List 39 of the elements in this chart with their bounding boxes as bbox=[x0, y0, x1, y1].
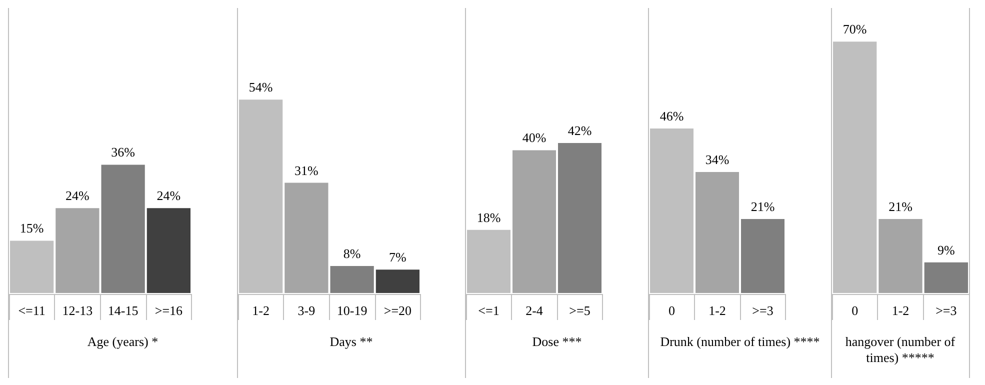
x-tick-label: >=5 bbox=[569, 303, 590, 318]
data-label: 31% bbox=[294, 162, 318, 178]
x-tick-label: 1-2 bbox=[892, 303, 910, 318]
data-label: 24% bbox=[156, 188, 181, 204]
x-tick-label: >=16 bbox=[154, 303, 184, 318]
x-axis-title: Dose *** bbox=[531, 333, 583, 351]
x-axis-title: Days ** bbox=[328, 333, 374, 351]
x-tick-label: 3-9 bbox=[297, 303, 315, 318]
x-tick-label: >=20 bbox=[383, 303, 412, 318]
x-tick-label: <=11 bbox=[18, 303, 46, 318]
data-label: 42% bbox=[568, 123, 592, 138]
data-label: 8% bbox=[342, 246, 360, 262]
x-tick-label: 1-2 bbox=[252, 303, 269, 318]
data-label: 9% bbox=[937, 242, 955, 258]
x-axis-title: Drunk (number of times) **** bbox=[659, 333, 821, 351]
x-tick-label: 1-2 bbox=[708, 303, 726, 318]
data-label: 7% bbox=[388, 250, 406, 265]
data-label: 21% bbox=[888, 199, 913, 214]
x-tick-label: 0 bbox=[668, 303, 675, 318]
data-label: 34% bbox=[705, 152, 730, 167]
data-label: 70% bbox=[842, 22, 867, 37]
x-tick-label: >=3 bbox=[936, 303, 957, 318]
x-tick-label: 14-15 bbox=[108, 303, 138, 318]
data-label: 15% bbox=[20, 220, 44, 236]
data-label: 21% bbox=[750, 199, 775, 214]
x-tick-label: 2-4 bbox=[526, 303, 544, 318]
x-tick-label: 10-19 bbox=[336, 303, 367, 318]
data-label: 46% bbox=[660, 108, 684, 124]
x-tick-label: >=3 bbox=[752, 303, 774, 318]
x-axis-title: hangover (number of times) ***** bbox=[844, 333, 956, 367]
data-label: 24% bbox=[66, 188, 90, 204]
x-tick-label: 0 bbox=[852, 303, 858, 318]
x-tick-label: 12-13 bbox=[62, 303, 93, 318]
data-label: 18% bbox=[476, 210, 501, 225]
data-label: 40% bbox=[522, 130, 546, 146]
x-axis-title: Age (years) * bbox=[86, 333, 160, 351]
data-label: 54% bbox=[248, 80, 272, 95]
x-tick-label: <=1 bbox=[478, 303, 500, 318]
data-label: 36% bbox=[111, 144, 136, 160]
